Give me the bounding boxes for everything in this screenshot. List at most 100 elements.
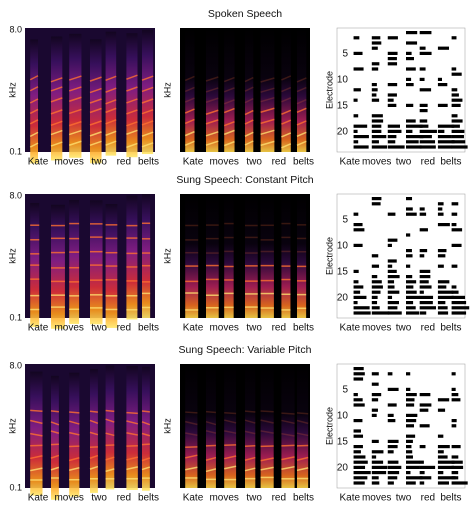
word-label: Kate: [340, 323, 361, 334]
response: [420, 466, 435, 469]
response: [354, 367, 364, 370]
response: [406, 393, 417, 396]
response: [406, 78, 411, 81]
harmonic: [30, 410, 42, 411]
response: [388, 419, 396, 422]
response: [438, 145, 452, 148]
response: [438, 249, 447, 252]
syllable: [224, 194, 233, 318]
syllable: [224, 364, 236, 488]
syllable: [297, 194, 306, 318]
word-label: moves: [362, 493, 391, 504]
response: [354, 377, 364, 380]
response: [452, 398, 461, 401]
word-label: belts: [138, 157, 159, 168]
response: [372, 119, 383, 122]
response: [420, 67, 426, 70]
word-label: belts: [293, 493, 314, 504]
response: [420, 88, 431, 91]
response: [420, 445, 426, 448]
response: [388, 104, 397, 107]
response: [452, 99, 463, 102]
response: [406, 83, 414, 86]
y-tick-label: 15: [337, 267, 349, 278]
response: [372, 414, 377, 417]
response: [388, 259, 397, 262]
response: [354, 285, 364, 288]
word-label: Kate: [183, 493, 204, 504]
harmonic: [224, 413, 236, 414]
response: [452, 135, 464, 138]
response: [406, 466, 420, 469]
response: [354, 306, 370, 309]
word-label: moves: [54, 323, 83, 334]
response: [354, 244, 363, 247]
response: [452, 419, 457, 422]
harmonic: [281, 413, 294, 414]
panel: [25, 194, 155, 329]
response: [354, 114, 359, 117]
response: [420, 291, 424, 294]
response: [406, 31, 417, 34]
response: [406, 207, 413, 210]
row-title: Sung Speech: Constant Pitch: [176, 174, 313, 186]
response: [406, 419, 416, 422]
harmonic: [142, 411, 150, 412]
response: [372, 291, 381, 294]
response: [388, 99, 394, 102]
response: [388, 296, 392, 299]
response: [438, 435, 443, 438]
response: [372, 135, 387, 138]
response: [372, 114, 383, 117]
response: [406, 254, 413, 257]
harmonic: [185, 412, 197, 413]
response: [372, 275, 377, 278]
response: [406, 471, 410, 474]
response: [452, 228, 462, 231]
response: [452, 285, 457, 288]
word-label: moves: [54, 493, 83, 504]
response: [372, 296, 378, 299]
response: [406, 57, 414, 60]
response: [420, 213, 426, 216]
syllable: [69, 34, 81, 158]
y-axis-label: Electrode: [324, 71, 334, 109]
response: [372, 450, 384, 453]
response: [452, 388, 456, 391]
response: [354, 393, 358, 396]
response: [354, 280, 359, 283]
response: [354, 301, 358, 304]
response: [438, 291, 453, 294]
word-label: two: [246, 323, 262, 334]
response: [372, 481, 380, 484]
response: [420, 109, 428, 112]
word-label: red: [272, 323, 286, 334]
word-label: moves: [209, 323, 238, 334]
response: [388, 301, 399, 304]
word-label: Kate: [28, 157, 49, 168]
response: [452, 88, 458, 91]
response: [406, 414, 417, 417]
response: [388, 280, 394, 283]
response: [388, 445, 398, 448]
panel: [180, 364, 310, 488]
response: [372, 202, 381, 205]
response: [388, 270, 397, 273]
response: [406, 233, 410, 236]
response: [354, 471, 371, 474]
response: [438, 83, 447, 86]
response: [438, 135, 452, 138]
raster-bg: [337, 364, 465, 488]
response: [388, 476, 398, 479]
response: [438, 47, 449, 50]
response: [372, 140, 379, 143]
response: [452, 244, 462, 247]
response: [354, 476, 368, 479]
word-label: red: [421, 157, 435, 168]
response: [354, 36, 360, 39]
response: [372, 372, 379, 375]
response: [406, 424, 414, 427]
syllable: [90, 369, 98, 493]
response: [438, 450, 444, 453]
response: [452, 145, 468, 148]
